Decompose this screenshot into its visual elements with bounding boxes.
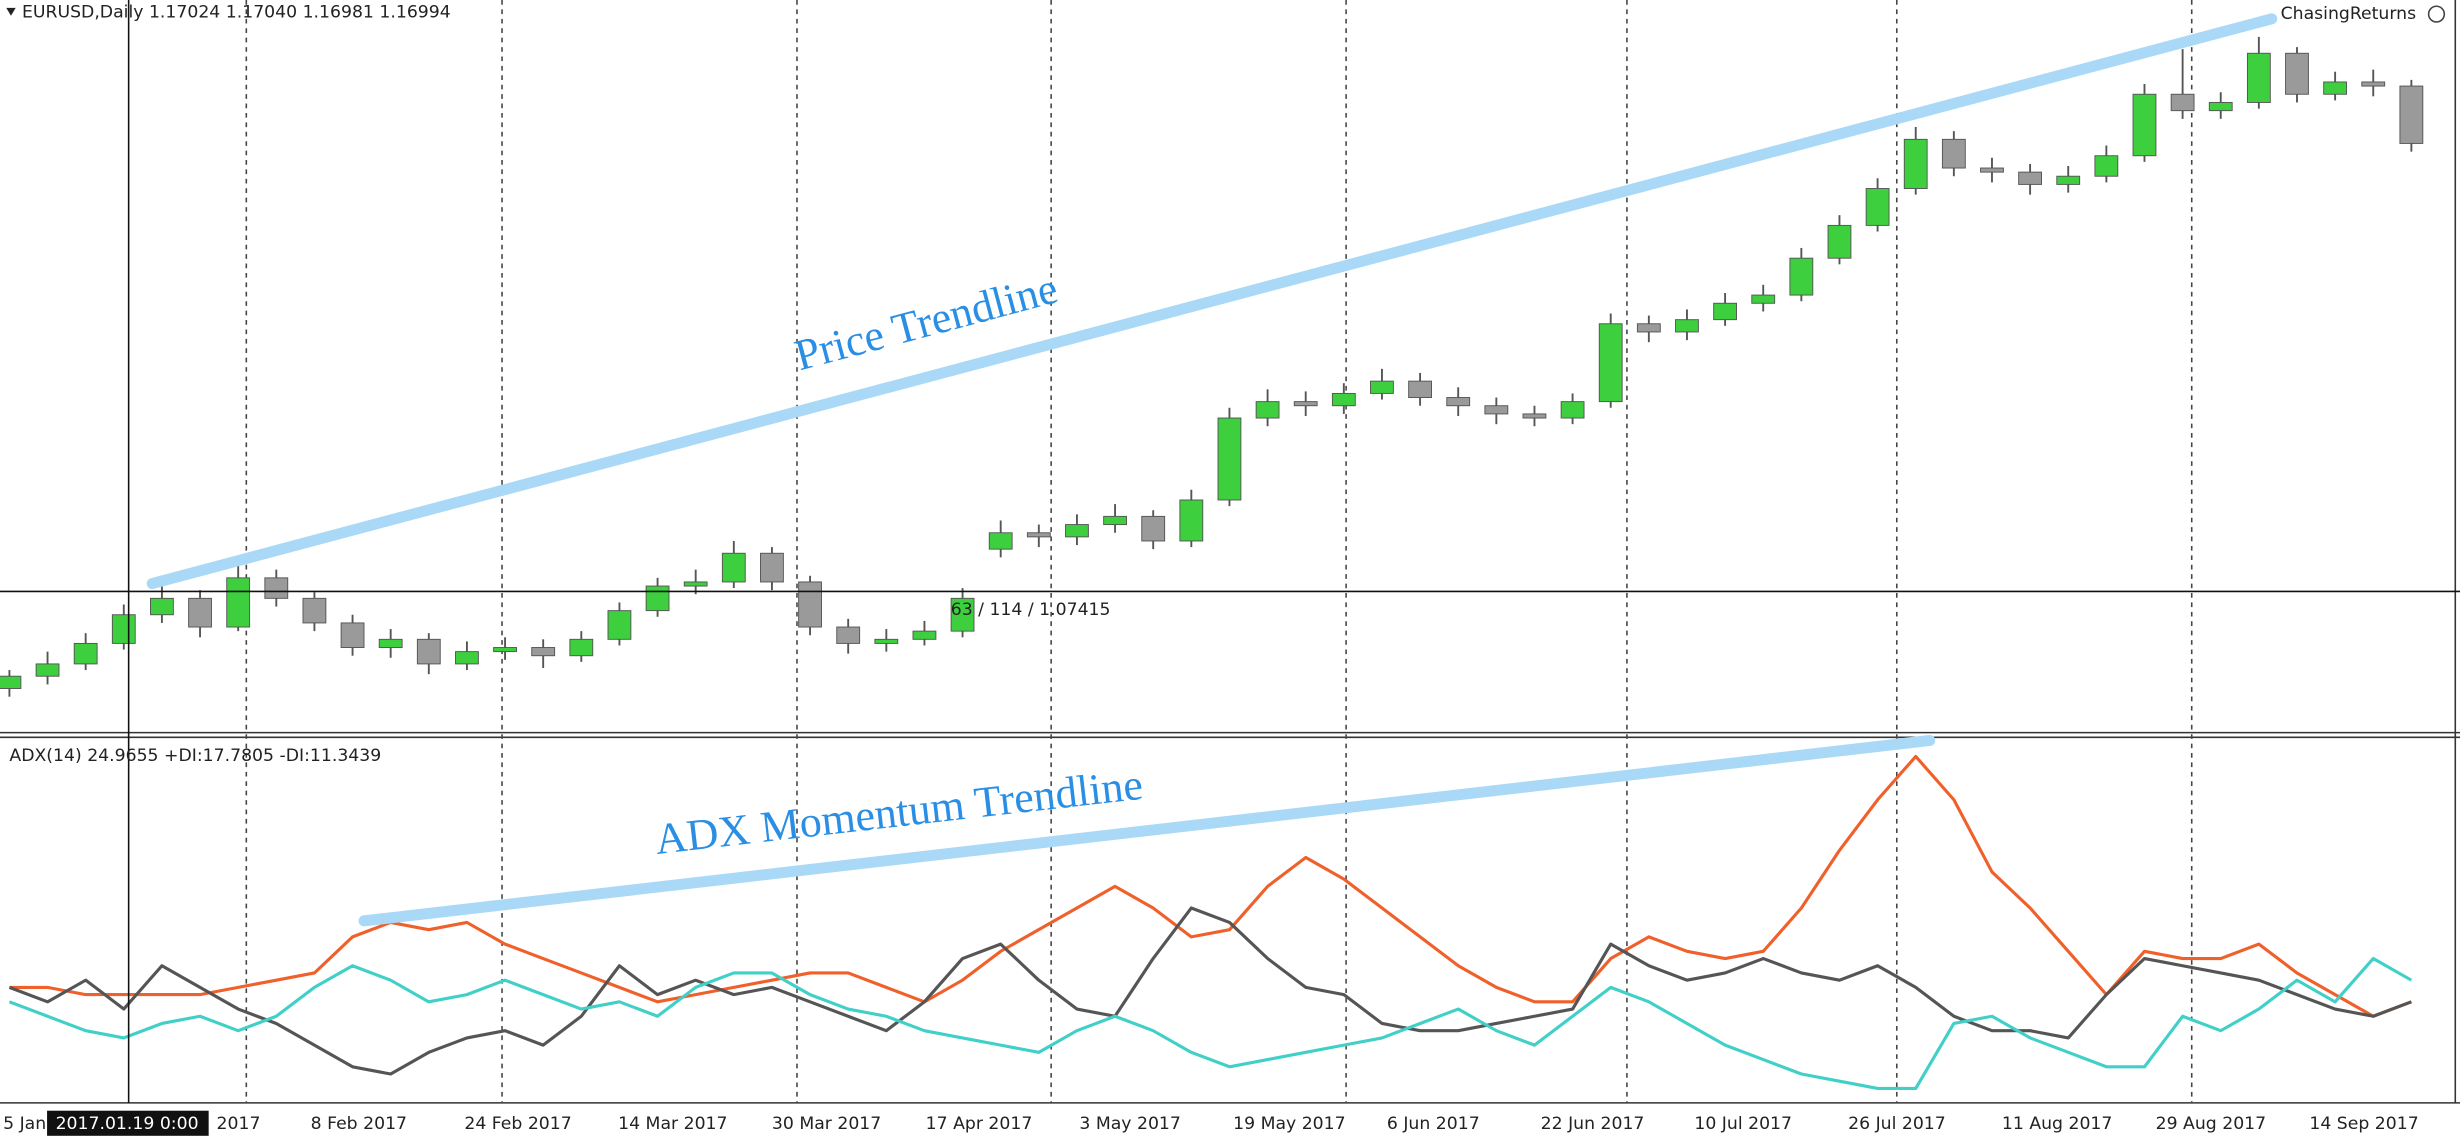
x-tick-label: 22 Jun 2017 — [1541, 1114, 1645, 1134]
candle-body — [950, 597, 975, 632]
candle-body — [836, 626, 861, 644]
candle-body — [302, 597, 327, 624]
adx-lines — [8, 754, 2413, 1090]
candle-body — [1065, 524, 1089, 538]
crosshair-date: 2017.01.19 0:00 — [56, 1114, 199, 1134]
candle-body — [1789, 257, 1814, 296]
candle-body — [645, 585, 670, 612]
candle-body — [150, 597, 174, 616]
candle-body — [455, 651, 479, 665]
candle-body — [988, 532, 1013, 550]
candle-body — [416, 638, 441, 665]
x-tick-label: 24 Feb 2017 — [464, 1114, 571, 1134]
candle-body — [2399, 85, 2424, 144]
x-tick-label: 11 Aug 2017 — [2002, 1114, 2113, 1134]
candle-body — [1408, 380, 1432, 398]
candle-body — [1293, 401, 1318, 407]
candle-body — [1560, 401, 1585, 419]
crosshair-date-box — [47, 1110, 209, 1136]
candle-body — [340, 622, 365, 648]
candle-body — [1370, 380, 1394, 394]
candle-body — [721, 552, 746, 583]
candle-body — [1751, 294, 1776, 304]
candle-body — [378, 638, 403, 648]
x-tick-label: 8 Feb 2017 — [311, 1114, 407, 1134]
x-tick-label: 26 Jul 2017 — [1848, 1114, 1946, 1134]
x-tick-label: 6 Jun 2017 — [1387, 1114, 1480, 1134]
candle-body — [2132, 93, 2157, 157]
candle-body — [1827, 224, 1852, 259]
candle-body — [1522, 413, 1547, 419]
candles — [0, 36, 2424, 697]
candle-body — [2246, 52, 2271, 103]
brand-label: ChasingReturns — [2281, 4, 2416, 24]
candle-body — [188, 597, 212, 628]
adx-line — [8, 906, 2412, 1076]
candle-body — [493, 647, 517, 653]
adx-line — [8, 956, 2413, 1090]
close-icon[interactable] — [2427, 5, 2446, 23]
candle-body — [226, 577, 251, 628]
candle-body — [531, 647, 556, 657]
x-tick-label: 19 May 2017 — [1233, 1114, 1345, 1134]
candle-body — [1446, 397, 1471, 407]
candle-body — [2361, 81, 2386, 87]
candle-body — [0, 675, 22, 689]
candle-body — [2285, 52, 2309, 95]
candle-body — [912, 630, 937, 640]
x-tick-label: 5 Jan — [3, 1114, 46, 1134]
candle-body — [798, 581, 822, 628]
x-tick-label: 14 Mar 2017 — [618, 1114, 727, 1134]
candle-body — [1675, 319, 1699, 333]
x-tick-label: 10 Jul 2017 — [1694, 1114, 1792, 1134]
candle-body — [1141, 515, 1166, 542]
x-tick-label: 17 Apr 2017 — [926, 1114, 1033, 1134]
candle-body — [607, 610, 632, 640]
collapse-arrow[interactable] — [6, 7, 16, 16]
candle-body — [1941, 138, 1966, 169]
candle-body — [2208, 101, 2233, 112]
candle-body — [2094, 155, 2119, 177]
x-tick-label: 2017 — [217, 1114, 261, 1134]
adx-trendline — [358, 734, 1936, 927]
candle-body — [73, 642, 98, 665]
candle-body — [1331, 392, 1356, 407]
candle-body — [874, 638, 899, 644]
adx-title: ADX(14) 24.9655 +DI:17.7805 -DI:11.3439 — [9, 746, 381, 766]
candle-body — [1026, 532, 1051, 538]
candle-body — [2170, 93, 2195, 112]
x-tick-label: 3 May 2017 — [1079, 1114, 1181, 1134]
candle-body — [1636, 323, 1661, 333]
candle-body — [760, 552, 784, 583]
candle-body — [1103, 515, 1127, 526]
candle-body — [569, 638, 594, 657]
adx-line — [9, 754, 2412, 1018]
candle-body — [111, 614, 136, 644]
candle-body — [2323, 81, 2348, 95]
x-tick-label: 14 Sep 2017 — [2309, 1114, 2418, 1134]
candle-body — [264, 577, 289, 599]
crosshair-label: 63 / 114 / 1.07415 — [951, 600, 1111, 620]
candle-body — [2018, 171, 2043, 185]
candle-body — [1980, 167, 2004, 173]
candle-body — [35, 663, 60, 677]
candle-body — [1865, 188, 1890, 226]
candle-body — [1179, 499, 1204, 542]
candle-body — [1484, 405, 1509, 415]
candle-body — [683, 581, 708, 587]
x-tick-label: 29 Aug 2017 — [2156, 1114, 2267, 1134]
candle-body — [1217, 417, 1242, 501]
candle-body — [1255, 401, 1280, 419]
candle-body — [1598, 323, 1623, 403]
chart-title: EURUSD,Daily 1.17024 1.17040 1.16981 1.1… — [22, 3, 451, 23]
candle-body — [1903, 138, 1928, 189]
x-tick-label: 30 Mar 2017 — [772, 1114, 881, 1134]
price-trendline — [146, 13, 2278, 590]
candle-body — [1713, 302, 1738, 321]
x-axis-labels: 5 Jan 2017 8 Feb 2017 24 Feb 2017 14 Mar 201… — [3, 1114, 2419, 1134]
candle-body — [2056, 175, 2081, 185]
